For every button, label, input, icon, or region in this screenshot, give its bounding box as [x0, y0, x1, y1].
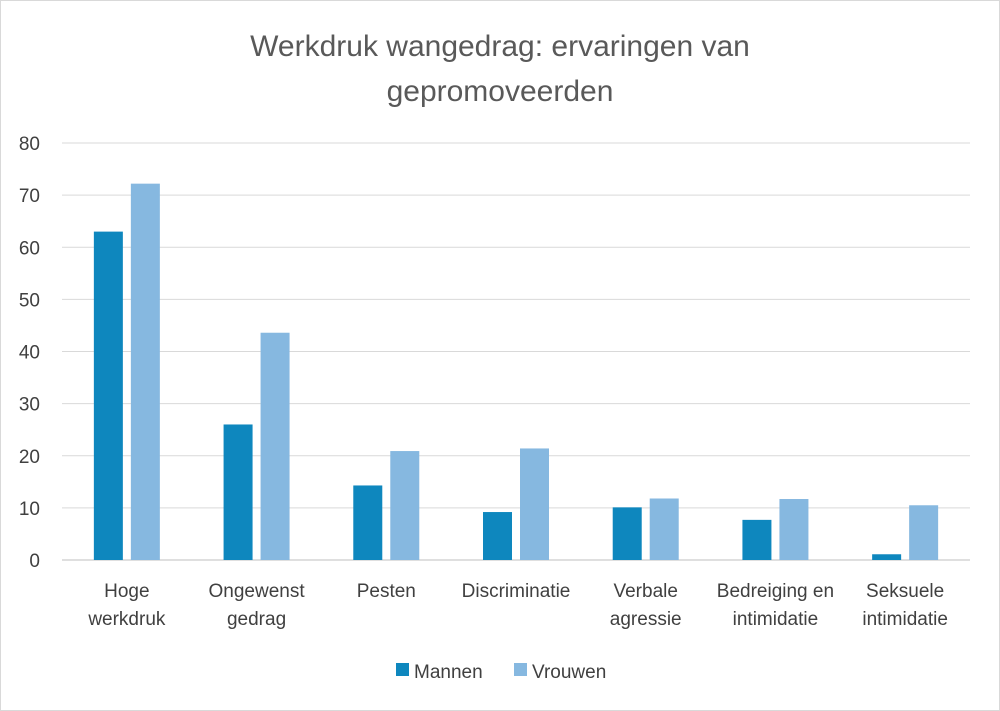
bar-vrouwen-0 [130, 183, 160, 560]
y-tick-label: 30 [19, 395, 40, 416]
bar-vrouwen-4 [649, 498, 679, 560]
bar-vrouwen-2 [390, 451, 420, 560]
x-category-label: agressie [610, 609, 682, 630]
x-category-label: Verbale [613, 581, 677, 602]
bar-vrouwen-5 [779, 499, 809, 560]
y-tick-label: 0 [29, 551, 40, 572]
y-axis-ticks: 0 10 20 30 40 50 60 70 80 [19, 134, 40, 572]
bar-mannen-6 [872, 554, 902, 560]
x-axis-labels: Hoge werkdruk Ongewenst gedrag Pesten Discrim… [87, 581, 948, 630]
bar-mannen-2 [353, 485, 383, 560]
y-tick-label: 50 [19, 290, 40, 311]
y-tick-label: 60 [19, 238, 40, 259]
legend-label-vrouwen: Vrouwen [532, 662, 606, 683]
legend-swatch-vrouwen [514, 663, 527, 676]
x-category-label: werkdruk [87, 609, 166, 630]
bar-mannen-3 [483, 512, 512, 560]
x-category-label: Discriminatie [462, 581, 571, 602]
y-tick-label: 10 [19, 499, 40, 520]
bar-vrouwen-6 [909, 505, 939, 560]
x-category-label: Ongewenst [209, 581, 306, 602]
bar-mannen-1 [223, 424, 253, 560]
chart-title-line-2: gepromoveerden [387, 75, 614, 108]
gridlines [62, 142, 970, 561]
x-category-label: Pesten [357, 581, 416, 602]
y-tick-label: 40 [19, 343, 40, 364]
bars [93, 183, 939, 561]
legend-label-mannen: Mannen [414, 662, 483, 683]
x-category-label: Seksuele [866, 581, 944, 602]
x-category-label: intimidatie [862, 609, 948, 630]
y-tick-label: 20 [19, 447, 40, 468]
x-category-label: gedrag [227, 609, 286, 630]
y-tick-label: 80 [19, 134, 40, 155]
chart-title-line-1: Werkdruk wangedrag: ervaringen van [250, 30, 750, 63]
x-category-label: intimidatie [733, 609, 819, 630]
legend-swatch-mannen [396, 663, 409, 676]
bar-vrouwen-1 [260, 332, 290, 560]
x-category-label: Bedreiging en [717, 581, 834, 602]
bar-mannen-5 [742, 519, 772, 560]
y-tick-label: 70 [19, 186, 40, 207]
bar-mannen-0 [93, 231, 123, 561]
legend: Mannen Vrouwen [396, 662, 606, 683]
bar-mannen-4 [612, 507, 642, 560]
bar-vrouwen-3 [520, 448, 549, 560]
x-category-label: Hoge [104, 581, 149, 602]
